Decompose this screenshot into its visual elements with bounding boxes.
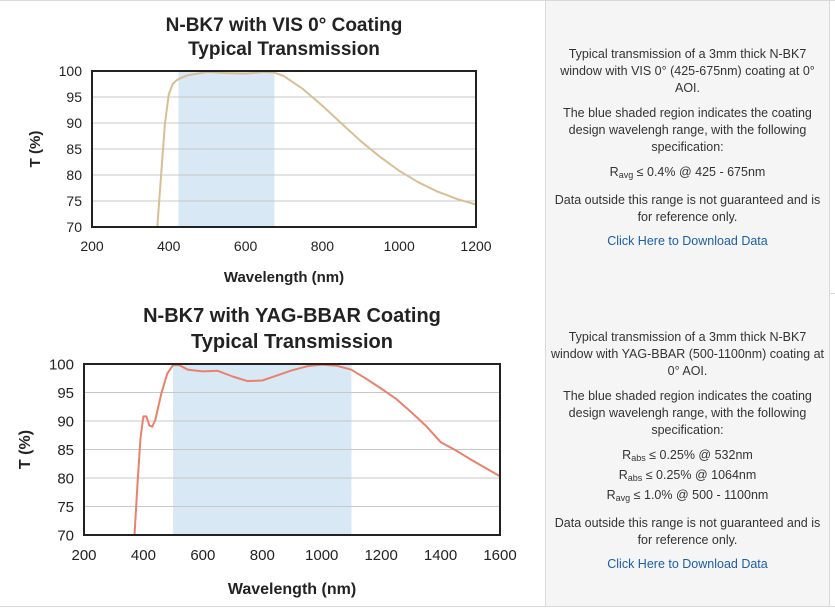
download-data-link[interactable]: Click Here to Download Data <box>607 234 768 248</box>
plot-frame <box>91 70 477 228</box>
description-cell-yag: Typical transmission of a 3mm thick N-BK… <box>545 293 830 606</box>
chart-subtitle: Typical Transmission <box>188 39 380 60</box>
x-tick-label: 400 <box>157 238 181 254</box>
description-cell-vis: Typical transmission of a 3mm thick N-BK… <box>545 1 830 293</box>
coating-specification: Rabs ≤ 0.25% @ 532nm Rabs ≤ 0.25% @ 1064… <box>607 447 769 507</box>
table-row: N-BK7 with VIS 0° Coating Typical Transmi… <box>0 0 835 294</box>
chart-title: N-BK7 with YAG-BBAR Coating <box>143 305 441 327</box>
y-tick-label: 80 <box>66 167 82 183</box>
y-tick-label: 90 <box>57 413 74 430</box>
chart-cell-vis: N-BK7 with VIS 0° Coating Typical Transmi… <box>0 1 545 293</box>
x-tick-label: 400 <box>131 547 156 564</box>
table-row: N-BK7 with YAG-BBAR Coating Typical Trans… <box>0 293 835 607</box>
y-tick-label: 70 <box>66 219 82 235</box>
y-tick-label: 85 <box>57 442 74 459</box>
y-tick-label: 95 <box>66 89 82 105</box>
y-tick-label: 100 <box>49 356 74 373</box>
y-axis-label: T (%) <box>17 430 34 469</box>
x-tick-label: 1000 <box>305 547 338 564</box>
y-tick-label: 75 <box>66 193 82 209</box>
x-tick-label: 800 <box>250 547 275 564</box>
y-tick-label: 80 <box>57 470 74 487</box>
x-tick-label: 1600 <box>483 547 516 564</box>
plot-frame <box>83 363 501 536</box>
x-tick-label: 200 <box>80 238 104 254</box>
transmission-chart-vis: N-BK7 with VIS 0° Coating Typical Transmi… <box>27 15 492 286</box>
coating-specification: Ravg ≤ 0.4% @ 425 - 675nm <box>610 164 766 184</box>
x-tick-label: 600 <box>234 238 258 254</box>
chart-subtitle: Typical Transmission <box>191 331 393 353</box>
y-tick-label: 100 <box>59 63 83 79</box>
spec-line: Ravg ≤ 0.4% @ 425 - 675nm <box>609 165 766 180</box>
disclaimer-text: Data outside this range is not guarantee… <box>554 515 821 547</box>
coating-description: Typical transmission of a 3mm thick N-BK… <box>560 47 815 95</box>
x-axis-label: Wavelength (nm) <box>224 269 344 286</box>
transmission-series-line <box>156 71 476 227</box>
shading-note: The blue shaded region indicates the coa… <box>563 388 812 437</box>
download-data-link[interactable]: Click Here to Download Data <box>607 556 768 571</box>
transmission-chart-yag: N-BK7 with YAG-BBAR Coating Typical Trans… <box>17 305 517 598</box>
y-tick-label: 95 <box>57 385 74 402</box>
disclaimer-text: Data outside this range is not guarantee… <box>554 193 821 224</box>
spec-line: Rabs ≤ 0.25% @ 1064nm <box>618 467 757 483</box>
x-tick-label: 1400 <box>424 547 457 564</box>
coating-description: Typical transmission of a 3mm thick N-BK… <box>550 329 825 378</box>
transmission-series-line <box>133 364 500 535</box>
x-tick-label: 1000 <box>384 238 415 254</box>
y-tick-label: 70 <box>57 527 74 544</box>
shading-note: The blue shaded region indicates the coa… <box>563 106 812 154</box>
spec-line: Rabs ≤ 0.25% @ 532nm <box>622 447 753 463</box>
y-tick-label: 90 <box>66 115 82 131</box>
y-tick-label: 75 <box>57 499 74 516</box>
y-tick-label: 85 <box>66 141 82 157</box>
x-axis-label: Wavelength (nm) <box>228 581 356 598</box>
x-tick-label: 1200 <box>460 238 491 254</box>
y-axis-label: T (%) <box>27 131 44 168</box>
chart-title: N-BK7 with VIS 0° Coating <box>166 15 403 36</box>
x-tick-label: 1200 <box>364 547 397 564</box>
x-tick-label: 200 <box>71 547 96 564</box>
x-tick-label: 600 <box>190 547 215 564</box>
chart-cell-yag: N-BK7 with YAG-BBAR Coating Typical Trans… <box>0 293 545 606</box>
spec-line: Ravg ≤ 1.0% @ 500 - 1100nm <box>606 487 769 503</box>
x-tick-label: 800 <box>311 238 335 254</box>
